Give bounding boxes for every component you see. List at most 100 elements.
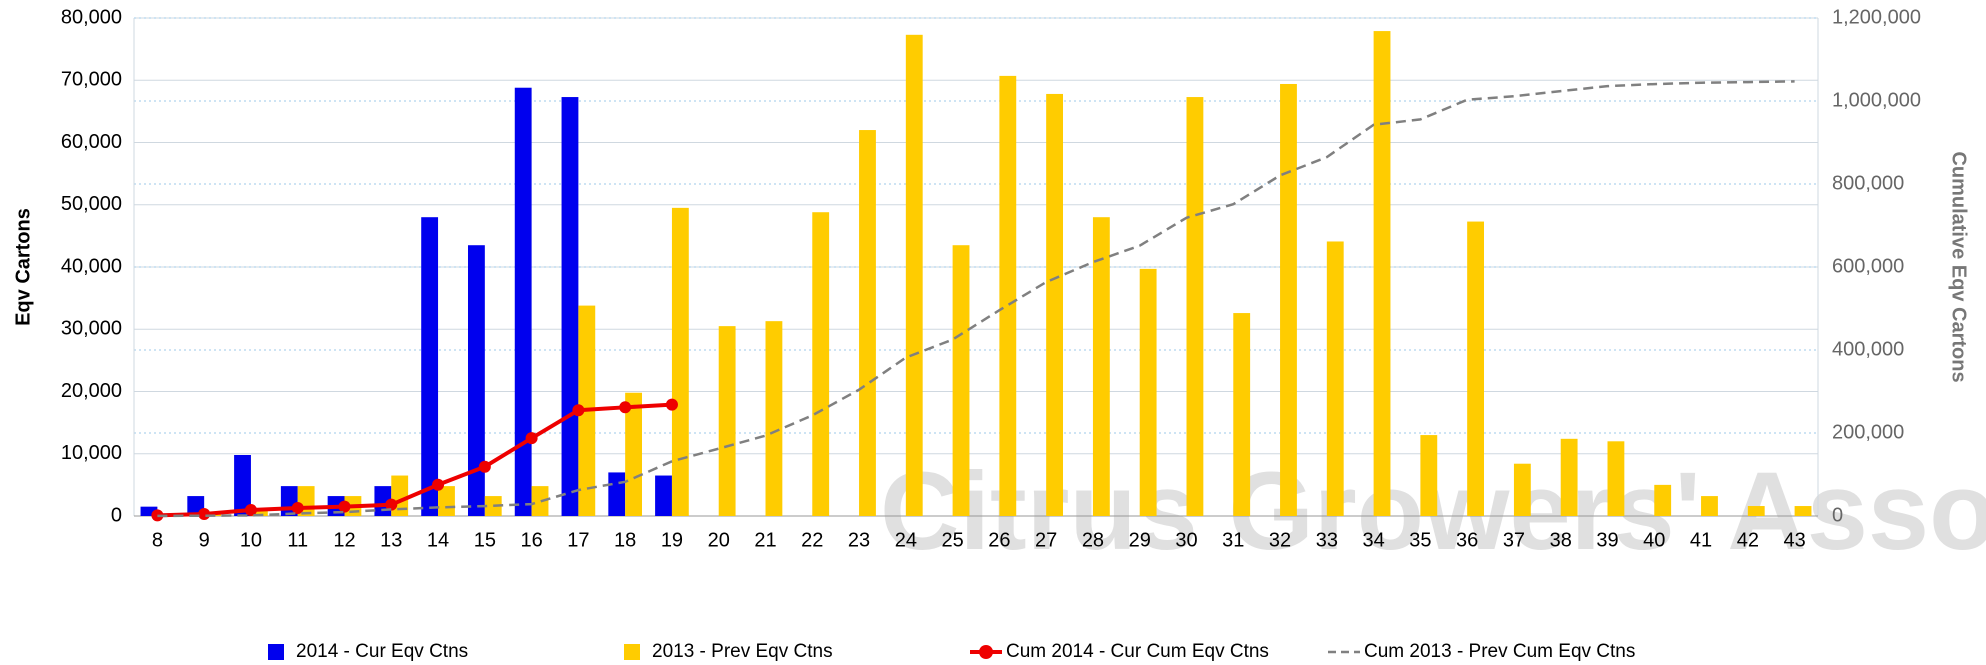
bar	[1467, 221, 1485, 516]
x-tick-label: 12	[333, 529, 355, 551]
bar	[999, 75, 1017, 516]
x-tick-label: 38	[1550, 529, 1572, 551]
x-tick-label: 32	[1269, 529, 1291, 551]
marker	[432, 478, 445, 491]
x-tick-label: 25	[941, 529, 963, 551]
x-tick-label: 11	[287, 529, 308, 551]
bar	[561, 97, 579, 517]
bar	[514, 87, 532, 516]
x-tick-label: 13	[380, 529, 402, 551]
bar	[859, 130, 876, 517]
y2-tick-label: 800,000	[1832, 172, 1904, 194]
x-tick-label: 10	[240, 529, 262, 551]
bar	[1513, 463, 1531, 516]
y2-tick-label: 600,000	[1832, 255, 1904, 277]
x-tick-label: 34	[1362, 529, 1384, 551]
y2-tick-label: 400,000	[1832, 338, 1904, 360]
bar	[1560, 438, 1578, 516]
y-tick-label: 0	[111, 504, 122, 526]
y-tick-label: 40,000	[61, 255, 122, 277]
bar	[1747, 506, 1765, 516]
bar	[1607, 441, 1625, 516]
y2-tick-label: 0	[1832, 504, 1843, 526]
marker	[572, 404, 585, 417]
bar	[1092, 217, 1110, 516]
legend-label: Cum 2014 - Cur Cum Eqv Ctns	[1006, 641, 1269, 662]
bar	[1373, 31, 1391, 516]
legend-marker	[979, 645, 993, 659]
line	[157, 402, 673, 518]
x-tick-label: 16	[520, 529, 542, 551]
marker	[665, 398, 678, 411]
bar	[1139, 268, 1157, 516]
y2-tick-label: 1,000,000	[1832, 89, 1921, 111]
marker	[385, 498, 398, 511]
x-tick-label: 28	[1082, 529, 1104, 551]
x-tick-label: 41	[1690, 529, 1712, 551]
marker	[478, 460, 491, 473]
x-tick-label: 20	[708, 529, 730, 551]
y-tick-label: 30,000	[61, 318, 122, 340]
x-tick-label: 35	[1409, 529, 1431, 551]
x-tick-label: 21	[754, 529, 776, 551]
bar	[718, 326, 736, 516]
bar	[1326, 241, 1344, 517]
x-tick-label: 22	[801, 529, 823, 551]
bar	[250, 511, 268, 516]
x-tick-label: 39	[1596, 529, 1618, 551]
y-tick-label: 10,000	[61, 442, 122, 464]
x-tick-label: 9	[199, 529, 210, 551]
bar	[671, 207, 689, 517]
bar	[952, 245, 970, 516]
y2-axis-label: Cumulative Eqv Cartons	[1948, 151, 1970, 382]
bar	[1420, 435, 1438, 516]
legend-label: Cum 2013 - Prev Cum Eqv Ctns	[1364, 641, 1635, 662]
bar	[467, 245, 485, 516]
x-tick-label: 15	[474, 529, 496, 551]
y-tick-label: 60,000	[61, 131, 122, 153]
x-tick-label: 42	[1737, 529, 1759, 551]
y-tick-label: 70,000	[61, 69, 122, 91]
x-tick-label: 24	[895, 529, 917, 551]
legend-label: 2013 - Prev Eqv Ctns	[652, 641, 833, 662]
marker	[525, 432, 538, 445]
x-tick-label: 27	[1035, 529, 1057, 551]
x-tick-label: 30	[1175, 529, 1197, 551]
marker	[244, 503, 257, 516]
bar	[765, 321, 783, 516]
bar	[812, 212, 830, 516]
legend-swatch	[268, 644, 284, 660]
x-tick-label: 26	[988, 529, 1010, 551]
bar	[531, 486, 549, 516]
x-tick-label: 33	[1316, 529, 1338, 551]
x-tick-label: 17	[567, 529, 589, 551]
bar	[655, 475, 672, 516]
x-tick-label: 14	[427, 529, 449, 551]
y-axis-label: Eqv Cartons	[12, 208, 34, 326]
line	[157, 80, 1795, 518]
x-tick-label: 31	[1222, 529, 1244, 551]
legend-swatch	[624, 644, 640, 660]
marker	[198, 508, 211, 521]
x-tick-label: 40	[1643, 529, 1665, 551]
bar	[1280, 83, 1297, 517]
bar	[140, 506, 158, 516]
marker	[619, 401, 632, 414]
x-tick-label: 36	[1456, 529, 1478, 551]
bar	[234, 454, 251, 516]
bar	[1794, 506, 1812, 516]
y-tick-label: 80,000	[61, 6, 122, 28]
marker	[338, 500, 351, 513]
y2-tick-label: 1,200,000	[1832, 6, 1921, 28]
bar	[608, 472, 626, 516]
x-tick-label: 23	[848, 529, 870, 551]
marker	[291, 501, 304, 514]
bar	[1701, 496, 1718, 516]
y-tick-label: 50,000	[61, 193, 122, 215]
bar	[905, 34, 923, 517]
x-tick-label: 19	[661, 529, 683, 551]
bar	[1186, 97, 1204, 517]
legend-label: 2014 - Cur Eqv Ctns	[296, 641, 468, 662]
x-tick-label: 29	[1129, 529, 1151, 551]
